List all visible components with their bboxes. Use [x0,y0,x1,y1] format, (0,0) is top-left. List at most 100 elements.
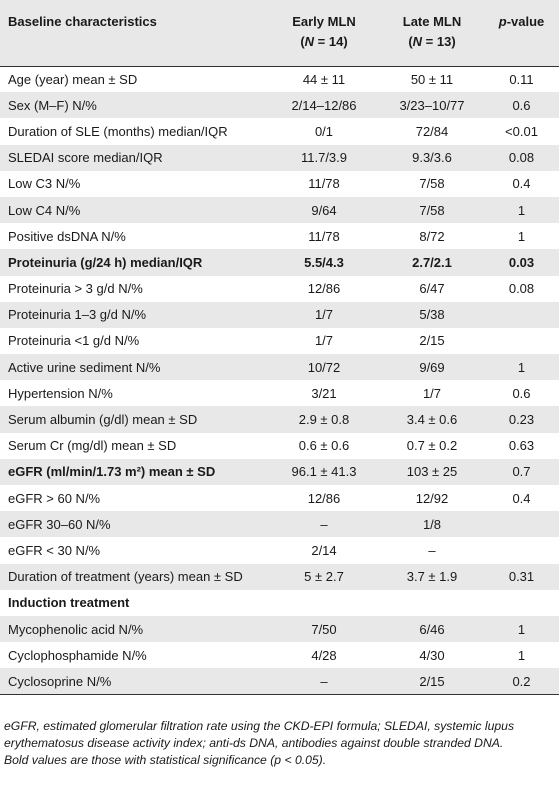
header-late-mln-text: Late MLN [402,14,462,29]
late-mln-value: 3.4 ± 0.6 [406,412,458,428]
row-label: Positive dsDNA N/% [8,228,126,244]
p-value: 0.63 [508,438,535,454]
table-row: Proteinuria <1 g/d N/% 1/7 2/15 [0,328,559,354]
row-label: Cyclosoprine N/% [0,668,268,696]
header-early-mln: Early MLN (N = 14) [268,0,380,67]
table-row: Serum Cr (mg/dl) mean ± SD 0.6 ± 0.6 0.7 ±… [0,433,559,459]
p-value [484,328,559,354]
table-row: Low C4 N/% 9/64 7/58 1 [0,196,559,224]
early-mln-value: 44 ± 11 [302,71,346,87]
table-row: Serum albumin (g/dl) mean ± SD 2.9 ± 0.8 3… [0,406,559,433]
p-value: 0.11 [509,71,534,87]
p-value: 0.4 [512,490,531,506]
table-body: Age (year) mean ± SD 44 ± 11 50 ± 11 0.11 Se… [0,66,559,696]
p-value: 0.7 [512,464,531,480]
late-mln-value: 7/58 [419,176,445,192]
table-row: Duration of SLE (months) median/IQR 0/1 72… [0,118,559,144]
row-label: Serum albumin (g/dl) mean ± SD [8,412,198,428]
table-row: Cyclosoprine N/% –2/15 0.2 [0,668,559,696]
late-mln-value: 6/46 [419,621,445,637]
early-mln-value: 12/86 [307,281,341,297]
early-mln-value: 2/14–12/86 [291,97,357,113]
baseline-characteristics-table: Baseline characteristics Early MLN (N = … [0,0,559,696]
early-mln-value: 2/14 [311,542,337,558]
early-mln-value: – [320,516,328,532]
table-row: SLEDAI score median/IQR 11.7/3.9 9.3/3.6 0.… [0,144,559,171]
p-value: 1 [517,359,526,375]
late-mln-value: 8/72 [419,228,445,244]
row-label: eGFR < 30 N/% [8,542,101,558]
table-row: eGFR < 30 N/% 2/14 – [0,537,559,563]
footnote-abbreviations: eGFR, estimated glomerular filtration ra… [4,719,515,750]
footnote-bold-note: Bold values are those with statistical s… [4,753,327,767]
row-label: Proteinuria <1 g/d N/% [8,333,140,349]
early-mln-value: 2.9 ± 0.8 [298,412,350,428]
row-label: Active urine sediment N/% [8,359,161,375]
p-value [484,302,559,328]
header-baseline-characteristics: Baseline characteristics [0,0,268,67]
header-p-value: p-value [484,0,559,67]
late-mln-value: 1/8 [422,516,442,532]
early-mln-value: 7/50 [311,621,337,637]
header-late-mln: Late MLN (N = 13) [380,0,484,67]
early-mln-value: 4/28 [311,647,337,663]
p-value: 0.03 [508,254,535,270]
row-label: Low C4 N/% [8,202,81,218]
early-mln-value: 11/78 [308,176,340,192]
late-mln-value: 0.7 ± 0.2 [406,438,458,454]
table-row: Positive dsDNA N/% 11/78 8/72 1 [0,223,559,249]
early-mln-value: 10/72 [307,359,341,375]
table-row: Proteinuria > 3 g/d N/% 12/86 6/47 0.08 [0,276,559,302]
p-value: 1 [517,647,526,663]
table-row: eGFR 30–60 N/% – 1/8 [0,511,559,538]
p-value: 0.31 [508,569,535,585]
early-mln-value: 96.1 ± 41.3 [291,464,357,480]
row-label: Proteinuria (g/24 h) median/IQR [8,254,203,270]
late-mln-value: 1/7 [422,385,442,401]
p-value: 0.2 [484,668,559,696]
late-mln-value: 3.7 ± 1.9 [406,569,458,585]
early-mln-value: 5.5/4.3 [304,254,344,270]
row-label: Duration of SLE (months) median/IQR [8,123,228,139]
late-mln-value: 5/38 [419,307,445,323]
late-mln-value: 7/58 [419,202,445,218]
early-mln-value: 11/78 [308,228,340,244]
early-mln-value: 11.7/3.9 [300,150,348,166]
p-value: 1 [517,228,526,244]
table-row: Induction treatment [0,590,559,616]
early-mln-value: 12/86 [307,490,341,506]
late-mln-value: 2.7/2.1 [412,254,452,270]
late-mln-value: 50 ± 11 [410,71,454,87]
table-row: Age (year) mean ± SD 44 ± 11 50 ± 11 0.11 [0,66,559,92]
early-mln-value: 1/7 [314,307,334,323]
p-value [484,537,559,563]
row-label: Low C3 N/% [8,176,81,192]
late-mln-value: – [428,542,436,558]
row-label: eGFR (ml/min/1.73 m²) mean ± SD [8,464,216,480]
table-row: Proteinuria (g/24 h) median/IQR 5.5/4.3 2.… [0,249,559,276]
p-value: 1 [517,202,526,218]
early-mln-value: 9/64 [311,202,337,218]
row-label: eGFR 30–60 N/% [8,516,111,532]
row-label: eGFR > 60 N/% [8,490,101,506]
late-mln-value: 9.3/3.6 [412,150,452,166]
row-label: Induction treatment [8,595,130,611]
table-row: eGFR (ml/min/1.73 m²) mean ± SD 96.1 ± 41… [0,458,559,485]
table-row: Low C3 N/% 11/78 7/58 0.4 [0,171,559,197]
early-mln-value: – [268,668,380,696]
table-row: Proteinuria 1–3 g/d N/% 1/7 5/38 [0,301,559,328]
p-value: 0.4 [512,176,531,192]
p-value: 0.6 [512,97,531,113]
table-row: Duration of treatment (years) mean ± SD 5… [0,563,559,590]
p-value: 0.08 [508,150,535,166]
table-footnotes: eGFR, estimated glomerular filtration ra… [4,718,554,769]
p-value: 0.23 [508,412,535,428]
p-value: <0.01 [505,123,538,139]
table-row: Active urine sediment N/% 10/72 9/69 1 [0,354,559,381]
table-row: Cyclophosphamide N/% 4/28 4/30 1 [0,642,559,668]
row-label: Cyclophosphamide N/% [8,647,147,663]
header-early-mln-n: (N = 14) [300,34,348,49]
row-label: Duration of treatment (years) mean ± SD [8,569,243,585]
table-row: eGFR > 60 N/% 12/86 12/92 0.4 [0,485,559,511]
